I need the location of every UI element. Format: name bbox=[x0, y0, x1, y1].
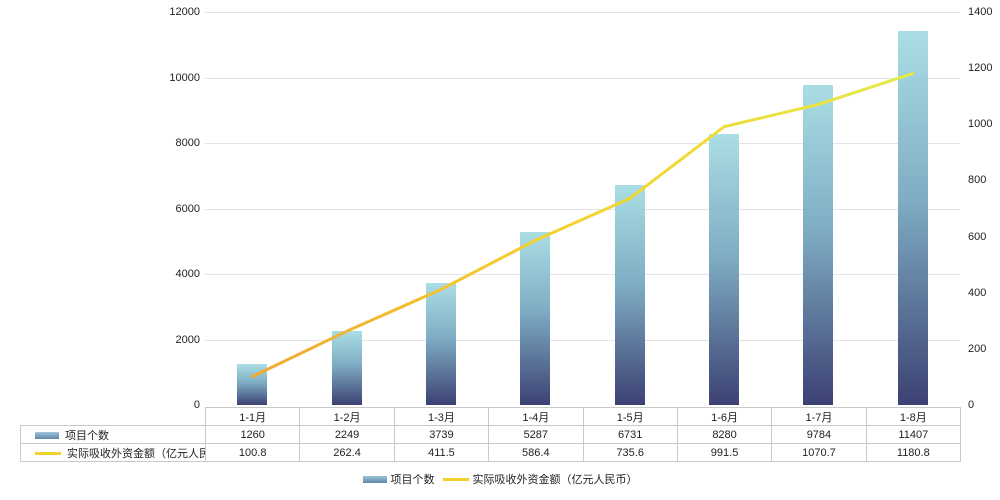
x-axis-label-row: 1-1月 1-2月 1-3月 1-4月 1-5月 1-6月 1-7月 1-8月 bbox=[21, 407, 962, 426]
line-series-layer bbox=[250, 72, 915, 379]
bar-1-2月 bbox=[331, 331, 362, 405]
x-axis-label: 1-8月 bbox=[865, 407, 962, 426]
line-series-path bbox=[250, 72, 915, 379]
table-cell-1-4月: 586.4 bbox=[488, 443, 584, 462]
right-axis-tick-1200: 1200 bbox=[968, 62, 993, 75]
line-series-legend-label: 实际吸收外资金额（亿元人民币） bbox=[472, 474, 638, 486]
gridline-4000 bbox=[205, 274, 960, 275]
line-series-legend-swatch bbox=[442, 477, 469, 481]
table-cell-1-5月: 6731 bbox=[582, 425, 678, 444]
chart-legend: 项目个数 实际吸收外资金额（亿元人民币） bbox=[0, 471, 1000, 487]
bar-1-5月 bbox=[614, 184, 645, 405]
left-axis-tick-12000: 12000 bbox=[169, 6, 200, 18]
table-row-bar-series: 项目个数 1260 2249 3739 5287 6731 8280 9784 11407 bbox=[20, 425, 962, 444]
data-table: 1-1月 1-2月 1-3月 1-4月 1-5月 1-6月 1-7月 1-8月项目个数 1260… bbox=[20, 407, 962, 462]
bar-1-6月 bbox=[709, 133, 740, 405]
gridline-8000 bbox=[205, 143, 960, 144]
left-axis-tick-2000: 2000 bbox=[175, 333, 200, 346]
table-row-line-series: 实际吸收外资金额（亿元人民币）100.8262.4411.5586.4735.6… bbox=[20, 443, 962, 462]
right-axis-tick-0: 0 bbox=[968, 399, 975, 411]
bar-1-4月 bbox=[520, 231, 551, 405]
x-axis-label: 1-1月 bbox=[204, 407, 301, 426]
left-axis-tick-8000: 8000 bbox=[175, 137, 200, 149]
gridline-10000 bbox=[205, 77, 960, 79]
gridline-6000 bbox=[205, 208, 960, 210]
left-axis-tick-10000: 10000 bbox=[169, 71, 200, 84]
right-y-axis: 1400 1200 1000 800 600 400 200 0 bbox=[968, 0, 1000, 420]
x-axis-label: 1-4月 bbox=[488, 407, 584, 426]
bar-1-3月 bbox=[425, 282, 456, 405]
plot-area bbox=[205, 12, 960, 405]
table-cell-1-6月: 991.5 bbox=[676, 443, 773, 462]
x-axis-label: 1-7月 bbox=[771, 407, 867, 426]
table-cell-1-4月: 5287 bbox=[488, 425, 584, 444]
table-cell-1-8月: 11407 bbox=[865, 425, 962, 444]
gridline-12000 bbox=[205, 12, 960, 13]
table-cell-1-3月: 411.5 bbox=[393, 443, 490, 462]
bar-series-legend-swatch bbox=[362, 475, 387, 483]
table-cell-1-2月: 2249 bbox=[299, 425, 395, 444]
series-row-header: 实际吸收外资金额（亿元人民币） bbox=[20, 443, 206, 462]
left-y-axis: 12000 10000 8000 6000 4000 2000 0 bbox=[0, 0, 200, 420]
table-cell-1-5月: 735.6 bbox=[582, 443, 678, 462]
table-cell-1-2月: 262.4 bbox=[299, 443, 395, 462]
right-axis-tick-600: 600 bbox=[968, 230, 987, 243]
gridline-2000 bbox=[205, 339, 960, 341]
left-axis-tick-6000: 6000 bbox=[175, 202, 200, 215]
table-cell-1-7月: 1070.7 bbox=[771, 443, 867, 462]
table-cell-1-8月: 1180.8 bbox=[865, 443, 962, 462]
series-name-label: 项目个数 bbox=[65, 429, 109, 442]
right-axis-tick-800: 800 bbox=[968, 174, 987, 187]
bar-1-7月 bbox=[803, 84, 834, 405]
table-corner-blank bbox=[21, 408, 206, 426]
right-axis-tick-1000: 1000 bbox=[968, 118, 993, 131]
table-cell-1-6月: 8280 bbox=[676, 425, 773, 444]
bar-series-table-swatch bbox=[35, 432, 59, 440]
table-cell-1-1月: 100.8 bbox=[204, 443, 301, 462]
left-axis-tick-0: 0 bbox=[193, 399, 200, 411]
bar-1-8月 bbox=[897, 31, 928, 405]
right-axis-tick-1400: 1400 bbox=[968, 6, 993, 18]
x-axis-label: 1-2月 bbox=[299, 407, 395, 426]
right-axis-tick-400: 400 bbox=[968, 286, 987, 299]
series-name-label: 实际吸收外资金额（亿元人民币） bbox=[67, 447, 205, 460]
line-series-table-swatch bbox=[35, 452, 61, 456]
x-axis-label: 1-3月 bbox=[393, 407, 490, 426]
table-cell-1-1月: 1260 bbox=[204, 425, 301, 444]
series-row-header: 项目个数 bbox=[20, 425, 206, 444]
left-axis-tick-4000: 4000 bbox=[175, 268, 200, 280]
x-axis-label: 1-5月 bbox=[582, 407, 678, 426]
table-cell-1-7月: 9784 bbox=[771, 425, 867, 444]
x-axis-label: 1-6月 bbox=[676, 407, 773, 426]
bar-series-legend-label: 项目个数 bbox=[390, 474, 435, 486]
right-axis-tick-200: 200 bbox=[968, 342, 987, 355]
table-cell-1-3月: 3739 bbox=[393, 425, 490, 444]
